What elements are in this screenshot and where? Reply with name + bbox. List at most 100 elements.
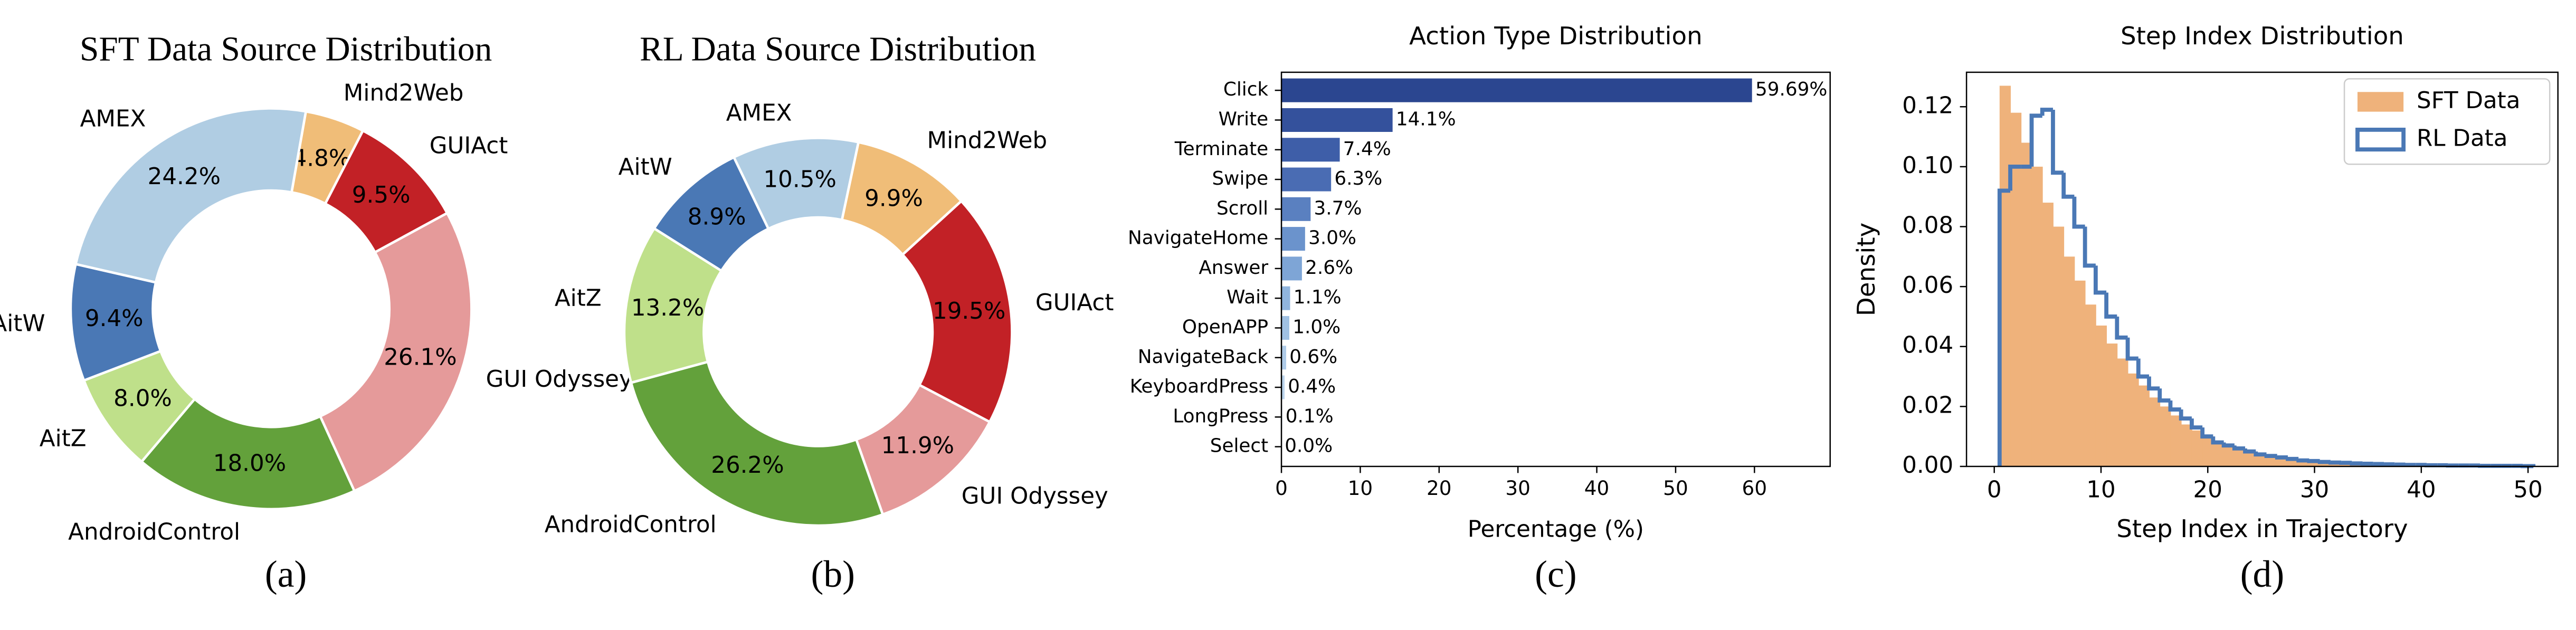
bar — [1281, 78, 1752, 102]
bar — [1281, 286, 1290, 310]
y-tick-label: 0.12 — [1902, 92, 1953, 119]
hist-step — [2317, 460, 2331, 464]
y-tick-label: 0.08 — [1902, 213, 1953, 239]
hist-bar — [2127, 373, 2139, 466]
x-tick-label: 20 — [1427, 476, 1452, 500]
hist-step — [2264, 454, 2277, 458]
legend-swatch — [2355, 128, 2406, 152]
hist-step — [2392, 462, 2406, 467]
slice-label: AndroidControl — [68, 519, 240, 545]
hist-step — [2168, 400, 2181, 412]
bar-value-label: 59.69% — [1755, 79, 1827, 100]
hist-step — [2029, 113, 2042, 167]
hist-bar — [2138, 385, 2150, 466]
pie-slice — [623, 226, 724, 385]
x-tick-label: 30 — [2300, 477, 2329, 503]
hist-step — [2125, 337, 2138, 361]
x-tick-label: 60 — [1742, 476, 1767, 500]
hist-bar — [2149, 397, 2161, 466]
hist-bar — [2277, 457, 2288, 466]
slice-value-label: 26.2% — [711, 452, 784, 479]
y-tick-label: Click — [1223, 79, 1269, 100]
bar — [1281, 227, 1305, 251]
x-tick-label: 0 — [1987, 477, 2002, 503]
slice-label: AitZ — [40, 426, 87, 452]
hist-step — [2083, 226, 2096, 268]
bar-value-label: 2.6% — [1305, 257, 1353, 279]
y-tick-label: Answer — [1199, 257, 1268, 279]
hist-bar — [2170, 415, 2182, 466]
hist-step — [2360, 461, 2373, 466]
bar-value-label: 1.0% — [1292, 316, 1341, 338]
pie-slice — [74, 107, 308, 284]
slice-label: AitW — [0, 310, 45, 337]
x-tick-label: 40 — [1584, 476, 1610, 500]
hist-step — [2221, 442, 2235, 448]
bar — [1281, 197, 1311, 221]
hist-step — [2446, 463, 2459, 468]
y-tick-label: 0.10 — [1902, 152, 1953, 179]
slice-label: AndroidControl — [545, 511, 717, 538]
y-tick-label: 0.02 — [1902, 392, 1953, 418]
hist-step — [2190, 418, 2203, 430]
slice-value-label: 24.2% — [148, 164, 221, 190]
hist-bar — [2309, 460, 2321, 466]
y-tick-label: 0.00 — [1902, 452, 1953, 479]
hist-step — [2051, 109, 2064, 175]
bar-value-label: 0.1% — [1286, 405, 1334, 427]
hist-step — [2136, 358, 2150, 379]
axes-frame — [1965, 71, 2559, 467]
y-tick-label: LongPress — [1173, 405, 1268, 427]
slice-value-label: 9.5% — [352, 182, 411, 208]
slice-label: GUI Odyssey — [486, 366, 633, 393]
y-tick-label: Swipe — [1212, 168, 1268, 189]
y-tick-label: NavigateBack — [1138, 346, 1269, 368]
hist-step — [2243, 448, 2256, 454]
bar-value-label: 1.1% — [1294, 287, 1342, 308]
slice-label: AMEX — [80, 106, 146, 132]
hist-bar — [2223, 445, 2235, 466]
slice-value-label: 26.1% — [384, 345, 457, 371]
x-tick-label: 0 — [1275, 476, 1288, 500]
pie-slice — [900, 199, 1013, 424]
hist-bar — [2052, 226, 2065, 466]
y-axis-label: Density — [1852, 223, 1881, 316]
y-tick-label: Terminate — [1174, 138, 1268, 160]
caption: (b) — [811, 553, 854, 595]
pie-slice — [140, 397, 356, 511]
chart-title: Step Index Distribution — [2121, 22, 2404, 51]
hist-bar — [2245, 451, 2257, 466]
hist-bar — [2021, 142, 2032, 466]
caption: (a) — [265, 553, 307, 595]
chart-title: Action Type Distribution — [1409, 22, 1703, 51]
bar — [1281, 375, 1285, 399]
hist-step — [2061, 173, 2075, 199]
x-tick-label: 10 — [1348, 476, 1373, 500]
slice-label: AMEX — [726, 100, 792, 127]
bar-value-label: 0.0% — [1285, 435, 1333, 457]
y-tick-label: Wait — [1227, 287, 1268, 308]
chart-title: RL Data Source Distribution — [640, 31, 1036, 69]
hist-step — [2008, 165, 2021, 191]
hist-bar — [2191, 430, 2203, 466]
caption: (c) — [1535, 553, 1576, 595]
hist-bar — [2202, 436, 2214, 466]
y-tick-label: 0.04 — [1902, 332, 1953, 359]
slice-value-label: 4.8% — [292, 146, 351, 172]
caption: (d) — [2240, 553, 2284, 595]
hist-bar — [2074, 280, 2086, 466]
slice-value-label: 13.2% — [631, 295, 704, 321]
hist-step — [2040, 108, 2053, 116]
slice-label: GUIAct — [430, 132, 508, 159]
slice-label: Mind2Web — [344, 80, 464, 107]
hist-step — [1997, 188, 2011, 466]
slice-value-label: 8.9% — [688, 204, 746, 231]
x-tick-label: 40 — [2407, 477, 2436, 503]
hist-bar — [2042, 203, 2054, 466]
bar-value-label: 6.3% — [1334, 168, 1382, 189]
x-tick-label: 10 — [2086, 477, 2115, 503]
slice-label: GUIAct — [1035, 290, 1114, 316]
y-tick-label: Scroll — [1216, 197, 1268, 219]
